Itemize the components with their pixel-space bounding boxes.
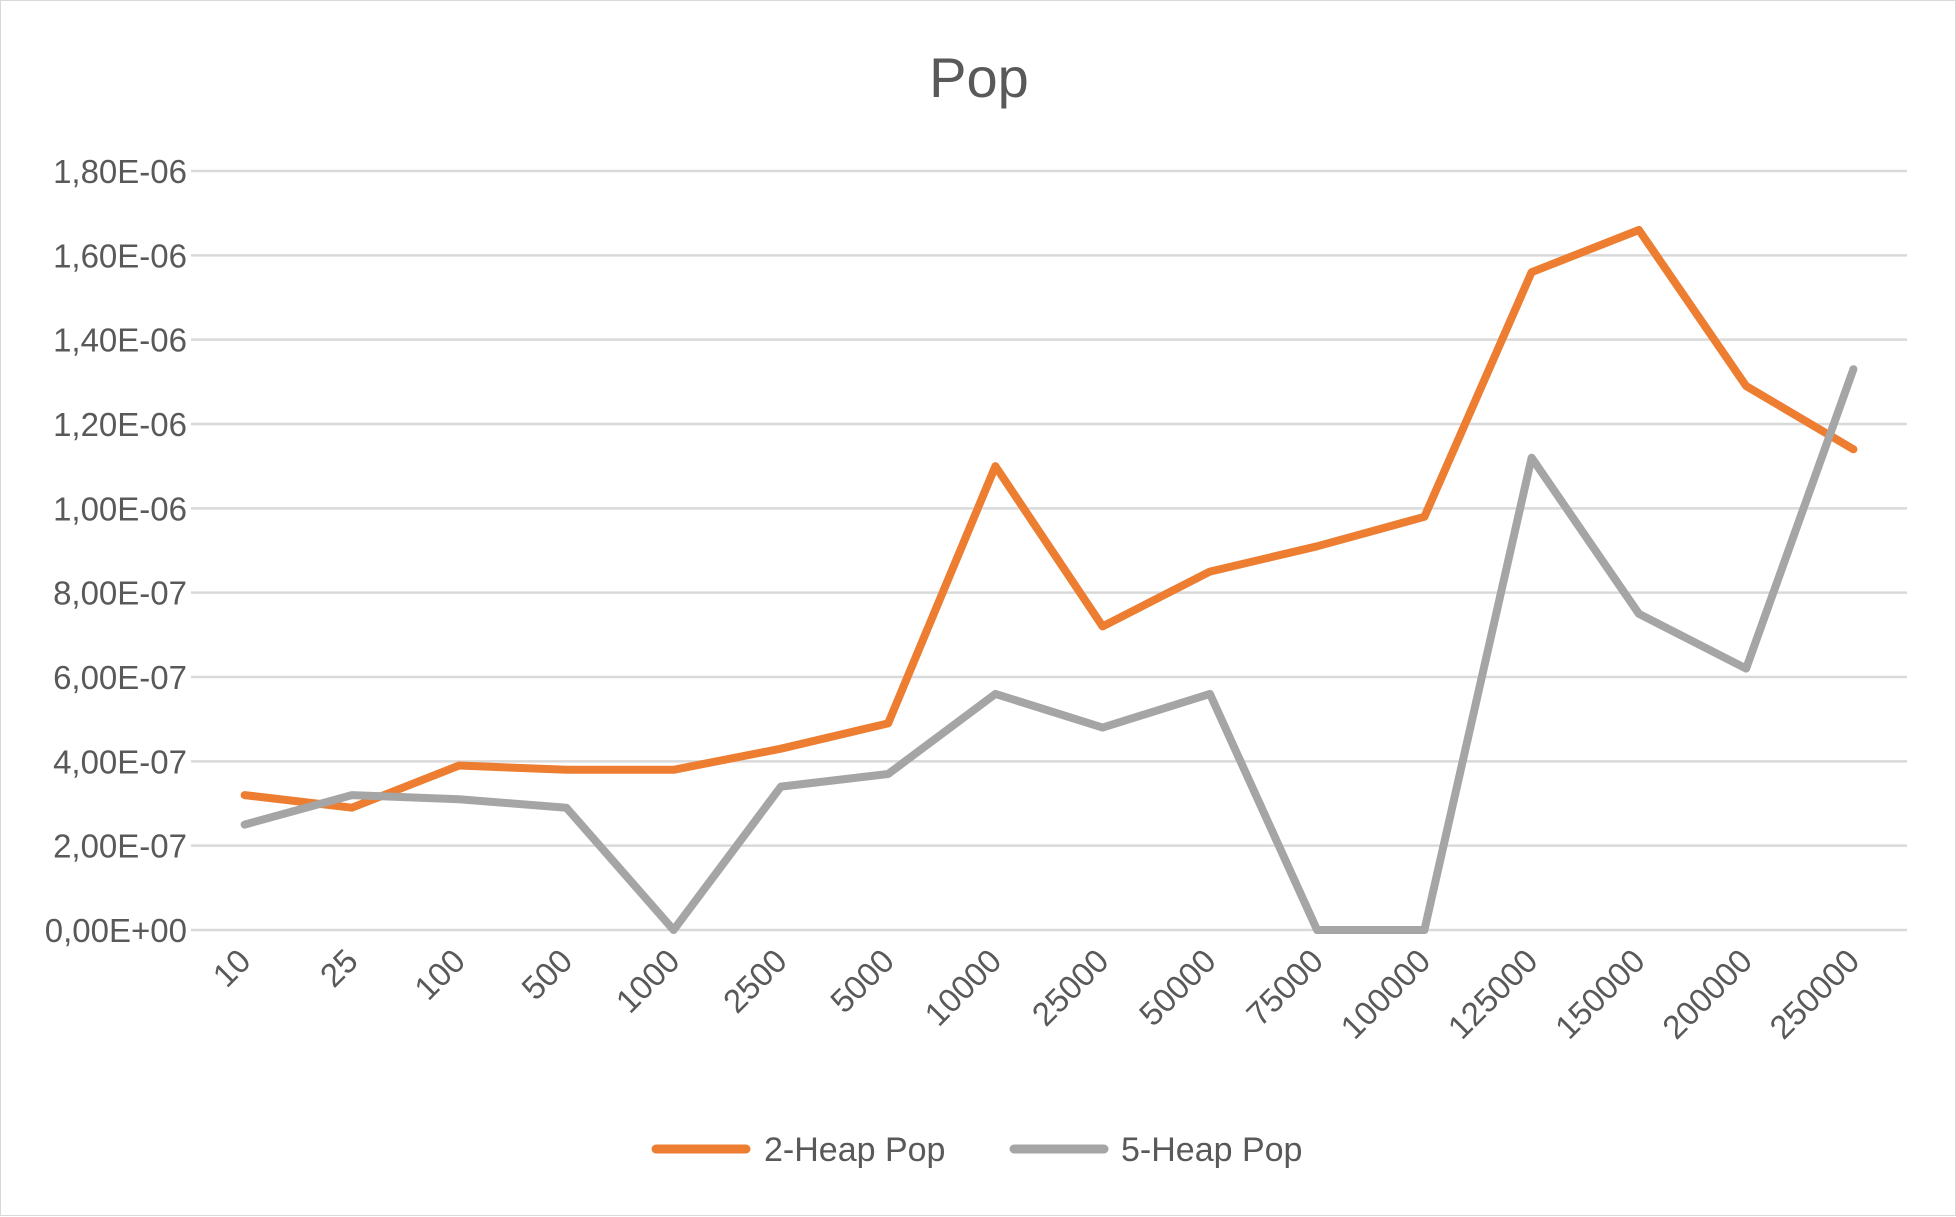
legend-label-2-heap: 2-Heap Pop [764, 1131, 945, 1169]
y-tick-label: 6,00E-07 [53, 659, 187, 696]
x-tick-label: 500 [514, 942, 579, 1007]
x-tick-label: 25 [313, 942, 365, 994]
y-tick-label: 4,00E-07 [53, 743, 187, 780]
y-tick-label: 8,00E-07 [53, 575, 187, 612]
series-line-5-heap-pop [240, 365, 1858, 934]
x-tick-label: 50000 [1132, 942, 1223, 1033]
y-tick-label: 1,00E-06 [53, 490, 187, 527]
x-tick-label: 5000 [823, 942, 901, 1020]
legend-label-5-heap: 5-Heap Pop [1121, 1131, 1302, 1169]
y-tick-label: 0,00E+00 [45, 912, 187, 949]
x-tick-label: 150000 [1548, 942, 1652, 1046]
series-lines [240, 226, 1858, 934]
y-tick-label: 1,80E-06 [53, 153, 187, 190]
x-tick-label: 100000 [1333, 942, 1437, 1046]
legend: 2-Heap Pop 5-Heap Pop [651, 1131, 1302, 1169]
x-tick-label: 125000 [1441, 942, 1545, 1046]
x-tick-label: 75000 [1239, 942, 1330, 1033]
x-tick-label: 10000 [917, 942, 1008, 1033]
y-tick-label: 1,20E-06 [53, 406, 187, 443]
x-tick-label: 200000 [1655, 942, 1759, 1046]
chart-title: Pop [929, 46, 1029, 109]
y-tick-label: 1,60E-06 [53, 237, 187, 274]
x-tick-label: 25000 [1025, 942, 1116, 1033]
x-tick-label: 250000 [1762, 942, 1866, 1046]
series-line-2-heap-pop [240, 226, 1858, 812]
x-tick-label: 2500 [716, 942, 794, 1020]
x-tick-label: 1000 [608, 942, 686, 1020]
y-tick-label: 1,40E-06 [53, 322, 187, 359]
x-tick-label: 10 [205, 942, 257, 994]
y-tick-label: 2,00E-07 [53, 828, 187, 865]
x-axis-ticks: 10 25 100 500 1000 2500 5000 10000 25000 50000 750… [205, 942, 1866, 1046]
y-axis-ticks: 0,00E+00 2,00E-07 4,00E-07 6,00E-07 8,00E-07… [45, 153, 187, 949]
gridlines [191, 169, 1907, 932]
x-tick-label: 100 [407, 942, 472, 1007]
